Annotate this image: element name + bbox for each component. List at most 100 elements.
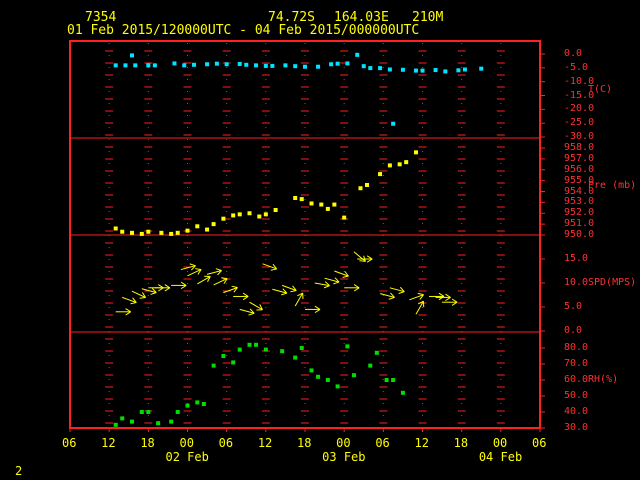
- wind-arrow-head: [180, 284, 187, 290]
- wind-arrow: [171, 281, 187, 290]
- y-tick-label: 952.0: [564, 207, 595, 219]
- wind-arrow: [357, 255, 373, 263]
- rh-point: [130, 419, 135, 424]
- wind-arrow-head: [180, 281, 187, 286]
- wind-arrow-head: [390, 292, 395, 298]
- wind-arrow-head: [270, 268, 277, 271]
- y-tick-label: 15.0: [564, 253, 589, 264]
- wind-arrow-head: [249, 308, 255, 314]
- wind-arrow-head: [353, 284, 360, 289]
- temp-point: [335, 61, 340, 66]
- wind-arrow: [353, 251, 366, 262]
- temp-point: [182, 63, 187, 68]
- x-tick-label: 12: [414, 436, 429, 450]
- pressure-point: [309, 201, 314, 206]
- wind-arrow: [409, 292, 424, 301]
- x-tick-label: 00: [492, 436, 508, 450]
- wind-arrow-shaft: [239, 308, 255, 314]
- wind-arrow-head: [282, 288, 288, 294]
- temp-point: [244, 62, 249, 67]
- wind-arrow-shaft: [353, 251, 366, 262]
- pressure-point: [342, 215, 347, 220]
- x-tick-label: 12: [101, 436, 116, 450]
- wind-arrow-shaft: [180, 265, 196, 271]
- wind-arrow-head: [141, 292, 147, 298]
- wind-arrow-head: [419, 294, 424, 300]
- temp-point: [263, 63, 268, 68]
- pressure-point: [237, 212, 242, 217]
- temp-point: [329, 62, 334, 67]
- temp-point: [443, 69, 448, 74]
- wind-arrow-head: [217, 270, 222, 276]
- y-tick-label: 0.0: [564, 48, 583, 59]
- wind-arrow-head: [297, 292, 303, 297]
- pressure-point: [378, 172, 383, 177]
- wind-arrow: [272, 288, 288, 296]
- wind-arrow-head: [207, 276, 211, 283]
- wind-arrow-head: [451, 301, 458, 306]
- y-tick-label: 10.0: [564, 277, 589, 288]
- wind-arrow-head: [157, 287, 164, 292]
- period-label: 01 Feb 2015/120000UTC - 04 Feb 2015/0000…: [67, 23, 420, 38]
- wind-arrow-head: [242, 296, 249, 301]
- wind-arrow-head: [125, 311, 131, 316]
- y-tick-label: 5.0: [564, 301, 583, 312]
- wind-arrow-head: [323, 285, 330, 289]
- y-tick-label: 957.0: [564, 152, 595, 164]
- temp-point: [479, 66, 484, 71]
- wind-arrow-head: [191, 265, 196, 271]
- wind-arrow-head: [164, 284, 171, 289]
- wind-arrow-head: [324, 281, 330, 286]
- x-tick-label: 18: [297, 436, 312, 450]
- wind-arrow: [249, 301, 263, 311]
- wind-arrow-shaft: [262, 263, 277, 270]
- rh-point: [280, 349, 285, 354]
- rh-point: [254, 342, 259, 347]
- y-tick-label: 40.0: [564, 406, 589, 417]
- rh-point: [113, 422, 118, 427]
- wind-arrow-head: [195, 268, 202, 270]
- wind-arrow-head: [215, 268, 222, 271]
- pressure-point: [413, 150, 418, 155]
- wind-arrow-head: [398, 291, 405, 294]
- rh-point: [263, 347, 268, 352]
- x-tick-label: 18: [453, 436, 469, 450]
- chart-frame: [69, 40, 545, 432]
- wind-arrow-head: [223, 278, 228, 284]
- temp-point: [345, 61, 350, 66]
- rh-point: [185, 403, 190, 408]
- temp-point: [205, 62, 210, 67]
- temp-point: [433, 68, 438, 73]
- rh-point: [146, 410, 151, 414]
- wind-arrow-shaft: [141, 288, 157, 294]
- pressure-point: [293, 196, 298, 201]
- temp-point: [133, 63, 138, 68]
- temp-point: [152, 63, 157, 68]
- wind-arrow-shaft: [272, 288, 287, 294]
- wind-arrow-shaft: [206, 269, 222, 275]
- wind-arrow: [294, 292, 304, 307]
- pressure-point: [358, 186, 363, 191]
- wind-arrow-head: [130, 302, 137, 305]
- rh-point: [384, 378, 389, 382]
- wind-arrow-shaft: [249, 301, 263, 311]
- wind-arrow-shaft: [213, 278, 228, 286]
- y-tick-label: -5.0: [564, 61, 589, 73]
- y-tick-label: 958.0: [564, 142, 595, 153]
- rh-point: [247, 342, 252, 347]
- rh-point: [335, 384, 340, 389]
- pressure-point: [195, 224, 200, 229]
- wind-arrow-shaft: [334, 270, 349, 277]
- rh-point: [237, 347, 242, 352]
- temp-point: [283, 63, 288, 68]
- temp-point: [316, 64, 321, 69]
- wind-arrow: [213, 277, 228, 286]
- rh-point: [351, 373, 356, 378]
- wind-arrow: [154, 284, 171, 292]
- wind-arrow-head: [438, 292, 445, 297]
- x-tick-label: 12: [257, 436, 273, 450]
- pressure-point: [139, 231, 144, 236]
- wind-arrow: [389, 286, 405, 294]
- wind-arrow: [435, 293, 451, 302]
- rh-point: [345, 344, 350, 349]
